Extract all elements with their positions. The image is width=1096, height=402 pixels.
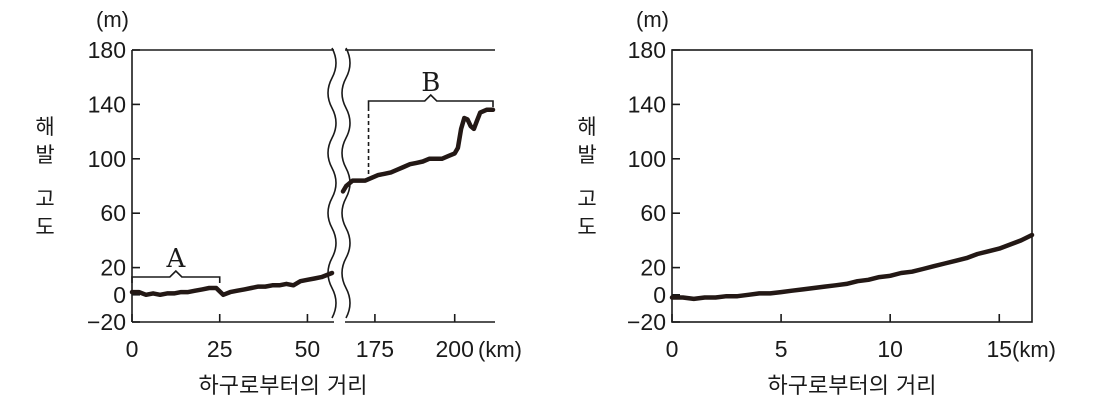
axis-break-left-wave <box>327 47 337 319</box>
bracket-A <box>131 269 221 283</box>
y-axis-title-char: 해 <box>35 115 54 139</box>
y-axis-title-char: 해 <box>577 115 596 139</box>
y-axis-title-char: 고 <box>577 187 596 211</box>
y-tick-label: 60 <box>640 200 666 226</box>
left-x-ticks: 0 25 50 175 200 <box>126 314 474 362</box>
line-segment-1 <box>129 270 335 298</box>
x-tick-label: 50 <box>295 336 321 362</box>
left-annotations: AB <box>131 68 494 283</box>
y-tick-label: 20 <box>100 255 126 281</box>
x-tick-label: 5 <box>775 336 788 362</box>
y-tick-label: 60 <box>100 200 126 226</box>
x-tick-label: 10 <box>877 336 903 362</box>
right-x-ticks: 0 5 10 15 <box>666 314 1012 362</box>
x-tick-label: 15 <box>986 336 1012 362</box>
y-tick-label: 0 <box>653 282 666 308</box>
line-elevation <box>669 232 1035 302</box>
left-x-axis-title: 하구로부터의 거리 <box>199 374 368 399</box>
left-series <box>129 107 496 298</box>
x-tick-label: 25 <box>207 336 233 362</box>
y-axis-title-char: 도 <box>577 215 596 239</box>
annotation-label-A: A <box>165 244 186 274</box>
right-y-ticks: 180 140 100 60 200−20 <box>627 37 680 335</box>
line-segment-2 <box>340 107 496 194</box>
x-tick-label: 0 <box>666 336 679 362</box>
y-tick-label: 140 <box>628 91 666 117</box>
y-axis-title-char: 도 <box>35 215 54 239</box>
y-tick-label: 180 <box>88 37 126 63</box>
y-axis-title-char: 발 <box>35 143 54 167</box>
y-tick-label: 100 <box>628 146 666 172</box>
y-tick-label: 180 <box>628 37 666 63</box>
right-y-unit: (m) <box>636 7 669 32</box>
right-plot-frame <box>671 49 1033 323</box>
y-tick-label: 0 <box>113 282 126 308</box>
y-tick-label: 100 <box>88 146 126 172</box>
annotation-label-B: B <box>421 68 440 98</box>
x-tick-label: 175 <box>356 336 394 362</box>
y-tick-label: 140 <box>88 91 126 117</box>
y-tick-label: 20 <box>640 255 666 281</box>
right-series <box>669 232 1035 302</box>
x-tick-label: 0 <box>126 336 139 362</box>
y-axis-title-char: 발 <box>577 143 596 167</box>
x-tick-label: 200 <box>436 336 474 362</box>
y-tick-label: −20 <box>627 309 666 335</box>
left-y-unit: (m) <box>96 7 129 32</box>
right-x-unit: (km) <box>1012 337 1056 362</box>
y-axis-title-char: 고 <box>35 187 54 211</box>
left-x-unit: (km) <box>478 337 522 362</box>
right-x-axis-title: 하구로부터의 거리 <box>768 374 937 399</box>
y-tick-label: −20 <box>87 309 126 335</box>
bracket-B <box>367 93 494 107</box>
